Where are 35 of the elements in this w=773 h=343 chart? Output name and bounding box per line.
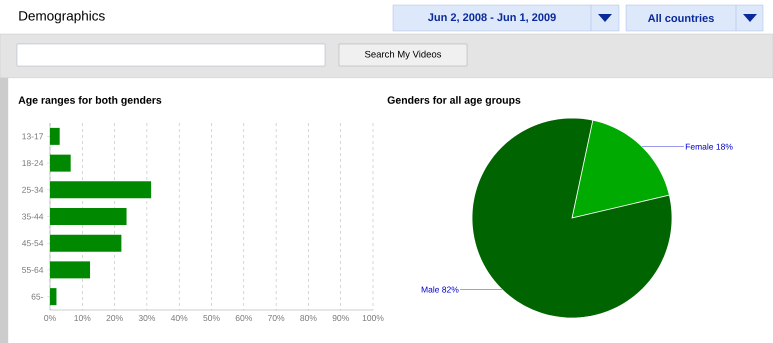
x-tick-label: 40%	[170, 315, 188, 322]
bar	[50, 181, 152, 198]
x-tick-label: 80%	[300, 315, 317, 322]
y-tick-label: 55-64	[22, 266, 44, 273]
bar	[50, 288, 56, 306]
x-tick-label: 90%	[332, 315, 349, 322]
y-tick-label: 65-	[32, 294, 44, 300]
y-tick-label: 35-44	[22, 214, 44, 220]
y-tick-label: 25-34	[22, 186, 44, 193]
data-label: 82%	[442, 286, 459, 293]
x-tick-label: 30%	[138, 315, 156, 322]
data-label: 18%	[716, 144, 733, 150]
slice-label: Male	[422, 286, 440, 293]
x-tick-label: 100%	[362, 315, 384, 322]
text: Demographics	[19, 10, 105, 24]
slice-label: Female	[686, 143, 714, 150]
chart-title: Age ranges for both genders	[18, 96, 162, 106]
text: All countries	[648, 14, 714, 22]
y-tick-label: 18-24	[22, 160, 44, 166]
text: Search My Videos	[364, 50, 442, 60]
x-tick-label: 10%	[74, 315, 91, 322]
bar	[50, 234, 122, 252]
x-tick-label: 50%	[203, 315, 220, 322]
text: Jun 2, 2008 - Jun 1, 2009	[428, 13, 556, 23]
x-tick-label: 20%	[106, 315, 123, 322]
bar	[50, 154, 71, 172]
x-tick-label: 0%	[44, 315, 56, 322]
bar	[50, 261, 90, 278]
chart-title: Genders for all age groups	[388, 96, 520, 106]
bar	[50, 208, 127, 225]
x-tick-label: 60%	[236, 315, 252, 322]
x-tick-label: 70%	[268, 315, 284, 322]
bar	[50, 128, 60, 145]
y-tick-label: 45-54	[22, 240, 44, 246]
y-tick-label: 13-17	[22, 133, 44, 140]
